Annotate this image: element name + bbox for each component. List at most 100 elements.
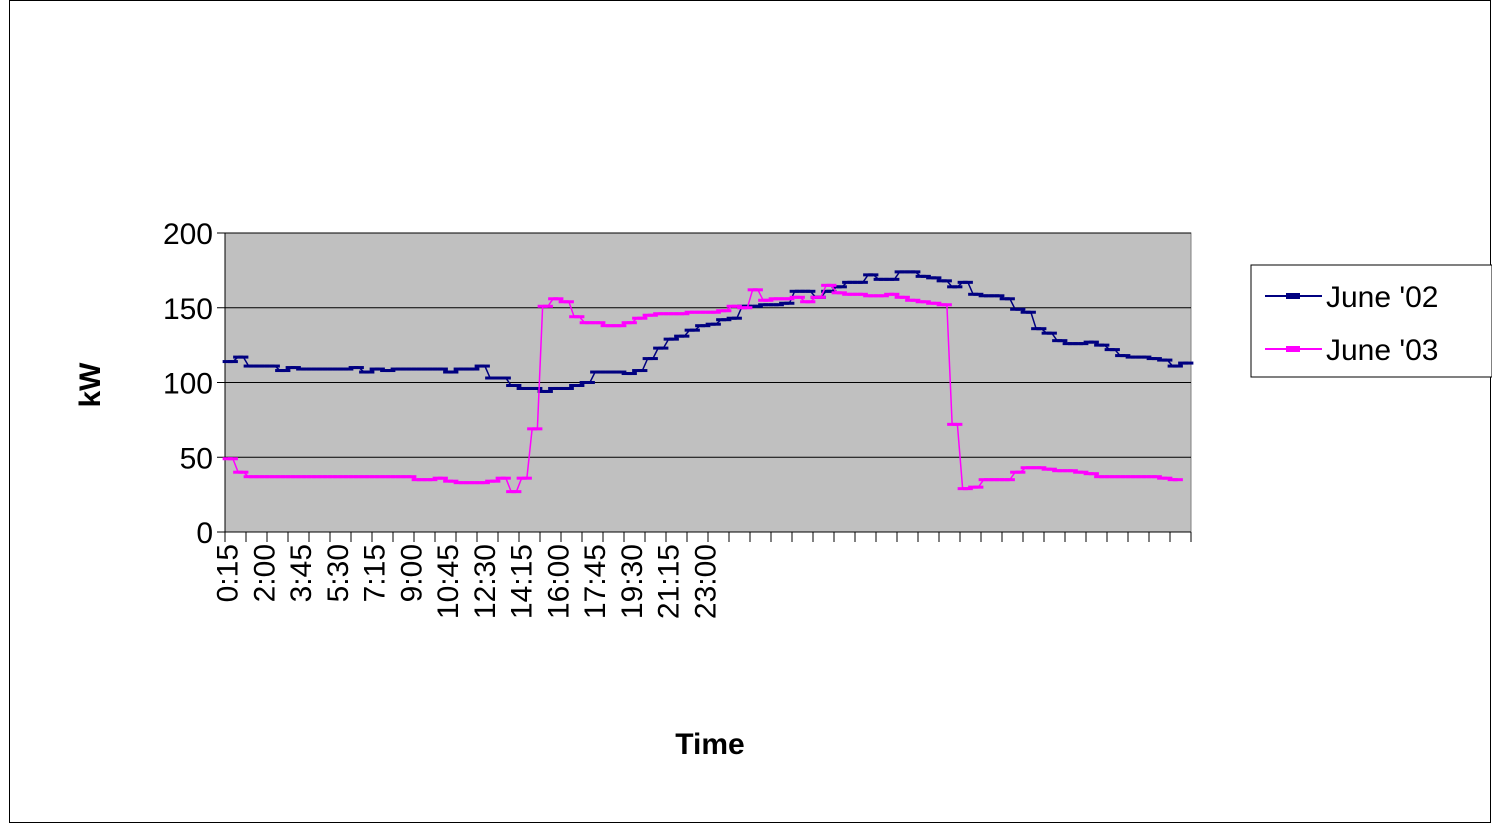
data-point	[1104, 475, 1115, 479]
data-point	[385, 475, 396, 479]
gridlines	[225, 232, 1191, 458]
data-point	[322, 367, 333, 371]
data-point	[941, 303, 952, 307]
x-tick-label: 3:45	[285, 544, 318, 602]
x-tick-label: 21:15	[653, 544, 686, 619]
data-point	[343, 367, 354, 371]
data-point	[579, 381, 590, 384]
data-point	[290, 475, 301, 479]
data-point	[1062, 469, 1073, 473]
data-point	[516, 386, 527, 390]
data-point	[936, 303, 947, 307]
data-point	[784, 297, 795, 301]
data-point	[1031, 466, 1042, 470]
data-point	[553, 297, 564, 301]
data-point	[338, 367, 349, 371]
data-point	[1146, 475, 1157, 479]
data-point	[527, 386, 538, 390]
data-point	[831, 285, 842, 289]
data-point	[821, 283, 832, 287]
data-point	[731, 316, 742, 320]
x-tick-label: 2:00	[248, 544, 281, 602]
data-point	[443, 479, 454, 483]
data-point	[973, 485, 984, 489]
x-tick-labels: 0:15 2:00 3:45 5:30 7:15 9:00 10:45 12:30 14:15 1…	[212, 544, 723, 619]
data-point	[873, 294, 884, 298]
y-tick-label-150: 150	[163, 293, 213, 326]
data-point	[248, 364, 259, 368]
data-point	[327, 475, 338, 479]
data-point	[1041, 331, 1052, 335]
data-point	[542, 304, 553, 308]
data-point	[632, 369, 643, 373]
data-point	[884, 277, 895, 281]
data-point	[1162, 476, 1173, 480]
data-point	[626, 321, 637, 325]
data-point	[453, 481, 464, 485]
data-point	[821, 289, 832, 293]
data-point	[962, 280, 973, 284]
data-point	[989, 478, 1000, 482]
data-point	[810, 295, 821, 299]
data-point	[411, 367, 422, 371]
data-point	[763, 298, 774, 302]
data-point	[747, 304, 758, 308]
data-point	[705, 310, 716, 314]
data-point	[689, 310, 700, 314]
data-point	[1057, 339, 1068, 343]
data-point	[390, 367, 401, 371]
data-point	[915, 300, 926, 304]
data-point	[285, 366, 296, 370]
data-point	[521, 386, 532, 390]
data-point	[348, 475, 359, 479]
data-point	[259, 475, 270, 479]
data-point	[752, 288, 763, 292]
data-point	[495, 476, 506, 480]
data-point	[296, 367, 307, 371]
data-point	[427, 478, 438, 482]
data-point	[957, 280, 968, 284]
data-point	[254, 364, 265, 368]
data-point	[863, 294, 874, 298]
data-point	[574, 315, 585, 319]
data-point	[773, 297, 784, 301]
data-point	[637, 369, 648, 373]
data-point	[1125, 475, 1136, 479]
data-point	[805, 289, 816, 293]
data-point	[679, 312, 690, 316]
x-tick-label: 5:30	[322, 544, 355, 602]
data-point	[889, 277, 900, 281]
data-point	[826, 289, 837, 293]
legend-marker-june-03	[1286, 346, 1300, 352]
data-point	[374, 367, 385, 371]
data-point	[920, 274, 931, 278]
data-point	[1130, 355, 1141, 359]
data-point	[500, 476, 511, 480]
data-point	[1015, 307, 1026, 311]
data-point	[427, 367, 438, 371]
data-point	[920, 300, 931, 304]
data-point	[689, 328, 700, 332]
data-point	[364, 475, 375, 479]
data-point	[500, 376, 511, 380]
data-point	[742, 306, 753, 310]
data-point	[1067, 469, 1078, 473]
data-point	[1141, 475, 1152, 479]
data-point	[495, 376, 506, 380]
data-point	[873, 277, 884, 281]
data-point	[642, 313, 653, 317]
data-point	[999, 297, 1010, 301]
data-point	[474, 364, 485, 368]
data-point	[301, 475, 312, 479]
data-point	[999, 478, 1010, 482]
data-point	[516, 476, 527, 480]
data-point	[553, 386, 564, 390]
data-point	[1062, 342, 1073, 346]
data-point	[1073, 470, 1084, 474]
data-point	[275, 369, 286, 373]
data-point	[1020, 466, 1031, 470]
data-point	[758, 298, 769, 302]
data-point	[227, 360, 238, 364]
data-point	[842, 292, 853, 296]
data-point	[1120, 354, 1131, 358]
